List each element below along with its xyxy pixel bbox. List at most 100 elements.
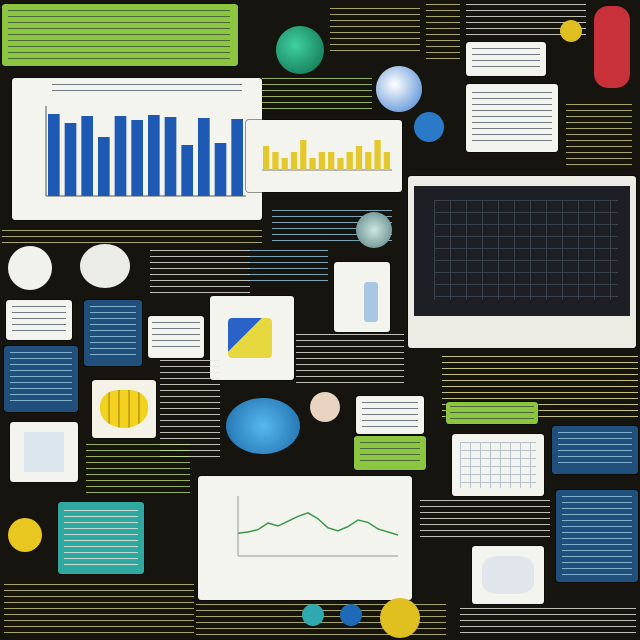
bar [263,146,270,170]
artwork-card [210,296,294,380]
bar [300,140,307,170]
gear-icon [380,598,420,638]
card-lines [360,442,420,464]
phone-card [334,262,390,332]
bowl-icon [226,398,300,454]
bar [365,152,372,170]
right-yellow-lines [566,104,632,170]
left-mid-text-row [2,230,262,244]
center-green-card [354,436,426,470]
globe-icon [302,604,324,626]
text-lines [460,608,636,636]
bananas-card [92,380,156,438]
right-grid-card [452,434,544,496]
bar [355,146,363,170]
card-figure [482,556,534,594]
text-lines [160,360,220,460]
lens-icon [340,604,362,626]
text-lines [4,584,194,636]
left-blue-card [84,300,142,366]
right-blue-card [552,426,638,474]
text-lines [426,4,460,64]
bananas-icon [100,390,148,428]
text-lines [150,250,250,294]
mid-left-text [150,250,250,294]
card-lines [90,306,136,360]
bar-chart-svg [45,106,246,197]
series-line [237,511,399,536]
text-lines [248,250,328,284]
bar [198,118,210,196]
gear-icon [8,518,42,552]
text-lines [420,500,550,540]
card-lines [558,432,632,468]
bar [98,137,110,196]
bottom-right-text-2 [460,608,636,636]
top-center-text-block [330,8,420,56]
bottom-right-card [472,546,544,604]
note-lines [472,48,540,70]
top-center-text-block-2 [262,78,372,114]
bottom-right-text [420,500,550,540]
monitor-plot-window [408,176,636,348]
bar [114,116,127,196]
text-lines [296,334,404,386]
text-lines [2,230,262,244]
left-blue-panel [4,346,78,412]
bar [131,120,143,196]
monitor-screen [414,186,630,316]
shield-icon [376,66,422,112]
bar-chart-window [12,78,262,220]
globe-icon [276,26,324,74]
left-middle-text [86,444,190,494]
left-white-note [148,316,204,358]
bottom-left-text [4,584,194,636]
bar-lines [450,406,534,420]
teal-table-card [58,502,144,574]
card-lines [362,402,418,428]
bar [346,152,353,170]
bar [181,145,193,196]
line-chart-svg [237,496,399,557]
grid-area [460,442,536,488]
bar [272,152,279,170]
chart-title-lines [52,84,242,92]
right-lower-blue-card [556,490,638,582]
shield-icon [8,246,52,290]
flask-icon [228,318,272,358]
bar [164,117,177,196]
center-small-card [356,396,424,434]
grid-plot-area [434,200,618,300]
bar [328,152,335,170]
gear-icon [560,20,582,42]
bar [374,140,381,170]
right-green-bar [446,402,538,424]
yellow-bar-chart-window [246,120,402,192]
bar [337,158,344,170]
text-lines [566,104,632,170]
left-mid-card [6,300,72,340]
lens-icon [414,112,444,142]
table-lines [64,510,138,566]
left-lower-text [160,360,220,460]
text-lines [86,444,190,494]
top-right-table-card [466,84,558,152]
left-bottom-card [10,422,78,482]
lens-icon [310,392,340,422]
panel-lines [10,352,72,406]
bar [214,143,227,196]
small-bar-chart-svg [262,140,392,171]
bar [231,119,243,196]
mid-center-text [296,334,404,386]
text-lines [262,78,372,114]
top-right-note-card [466,42,546,76]
bar [64,123,77,196]
text-lines [330,8,420,56]
flask-icon [594,6,630,88]
bar [48,114,60,196]
card-lines [562,496,632,576]
bar [383,152,390,170]
table-lines [472,92,552,144]
bar [318,152,325,170]
mid-center-text-2 [248,250,328,284]
